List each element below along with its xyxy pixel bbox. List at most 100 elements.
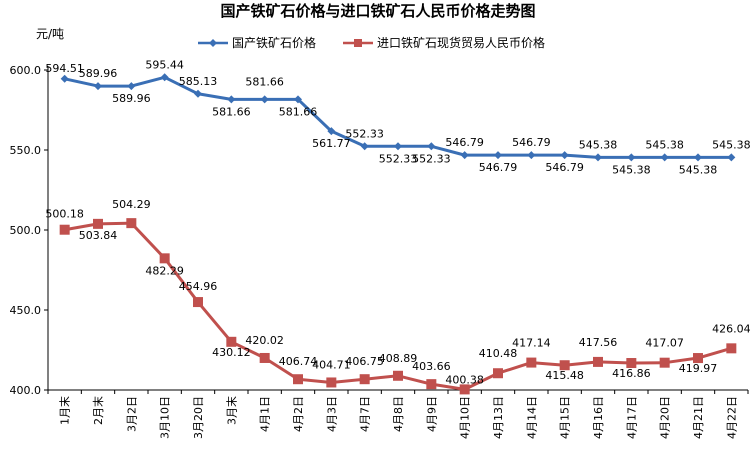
series-1-data-label: 417.07 xyxy=(645,337,684,350)
series-1-data-label: 400.38 xyxy=(445,373,484,386)
series-0-data-label: 545.38 xyxy=(579,138,618,151)
series-1-data-label: 406.75 xyxy=(345,355,384,368)
series-0-data-label: 546.79 xyxy=(512,136,551,149)
legend-item-domestic: 国产铁矿石价格 xyxy=(198,35,316,50)
x-tick-label: 4月21日 xyxy=(692,396,705,439)
series-1-data-label: 454.96 xyxy=(179,280,218,293)
series-1-point xyxy=(359,374,370,385)
series-0-segment xyxy=(429,144,467,157)
series-0-point xyxy=(460,151,469,160)
series-0-point xyxy=(660,153,669,162)
y-axis-unit: 元/吨 xyxy=(36,27,64,41)
series-0-point xyxy=(260,95,269,104)
series-0-data-label: 546.79 xyxy=(545,161,584,174)
series-1-data-label: 417.14 xyxy=(512,337,551,350)
series-1-segment xyxy=(196,300,233,344)
series-1-point xyxy=(59,224,70,235)
series-1-point xyxy=(693,353,703,364)
data-labels: 594.51589.96589.96595.44585.13581.66581.… xyxy=(45,58,750,386)
series-0-point xyxy=(227,95,236,104)
series-1-data-label: 419.97 xyxy=(679,362,718,375)
series-1-point xyxy=(259,352,270,363)
x-tick-label: 4月7日 xyxy=(359,396,372,432)
series-1-segment xyxy=(429,382,467,391)
series-0-point xyxy=(60,74,69,83)
series-1-data-label: 482.29 xyxy=(145,264,184,277)
axes: 400.0 450.0 500.0 550.0 600.0 1月末 2月末 3月2日 3月10日… xyxy=(10,64,749,439)
series-0-data-label: 594.51 xyxy=(45,62,84,75)
series-0-data-label: 545.38 xyxy=(679,163,718,176)
series-1-point xyxy=(326,377,337,388)
series-1-point xyxy=(193,297,203,308)
x-tick-label: 3月2日 xyxy=(125,396,138,432)
markers xyxy=(59,73,737,395)
series-1-segment xyxy=(229,340,267,360)
series-0-point xyxy=(94,82,102,91)
series-1-point xyxy=(493,368,503,379)
series-1-segment xyxy=(563,360,600,367)
y-tick-label: 400.0 xyxy=(10,384,42,397)
x-tick-label: 4月20日 xyxy=(659,396,672,439)
y-tick-label: 500.0 xyxy=(10,224,42,237)
series-1-point xyxy=(393,370,403,381)
legend-marker-square-icon xyxy=(354,39,362,47)
series-0-data-label: 581.66 xyxy=(212,105,251,118)
series-1-point xyxy=(526,357,537,368)
series-1-data-label: 500.18 xyxy=(45,208,84,221)
series-0-data-label: 545.38 xyxy=(612,163,651,176)
series-0-data-label: 552.33 xyxy=(379,152,418,165)
series-0-data-label: 595.44 xyxy=(145,58,184,71)
series-1-segment xyxy=(496,361,533,375)
series-1-segment xyxy=(696,346,733,360)
series-1-point xyxy=(93,218,103,229)
series-1-data-label: 430.12 xyxy=(212,346,251,359)
legend-label-domestic: 国产铁矿石价格 xyxy=(232,35,316,50)
series-0-data-label: 546.79 xyxy=(445,136,484,149)
series-0-segment xyxy=(329,129,367,148)
series-1-point xyxy=(293,374,303,385)
x-tick-label: 4月2日 xyxy=(292,396,305,432)
series-1-point xyxy=(159,253,170,264)
x-tick-label: 4月13日 xyxy=(492,396,505,439)
x-tick-label: 3月末 xyxy=(224,396,238,425)
x-tick-label: 4月16日 xyxy=(592,396,605,439)
series-0-point xyxy=(594,153,602,162)
series-0-point xyxy=(560,151,569,160)
series-1-segment xyxy=(329,377,367,384)
series-0-point xyxy=(627,153,636,162)
x-tick-label: 4月9日 xyxy=(425,396,438,432)
x-tick-label: 4月22日 xyxy=(725,396,738,439)
series-0-data-label: 546.79 xyxy=(479,161,518,174)
series-0-point xyxy=(394,142,402,151)
series-1-data-label: 417.56 xyxy=(579,336,618,349)
x-tick-label: 3月20日 xyxy=(192,396,205,439)
series-0-point xyxy=(727,153,736,162)
series-1-point xyxy=(559,360,570,371)
legend-item-import: 进口铁矿石现货贸易人民币价格 xyxy=(343,35,545,50)
series-0-segment xyxy=(129,75,167,88)
x-tick-label: 2月末 xyxy=(91,396,105,425)
series-0-segment xyxy=(563,153,600,159)
series-0-data-label: 561.77 xyxy=(312,137,351,150)
series-0-segment xyxy=(196,92,233,101)
series-0-data-label: 589.96 xyxy=(112,92,151,105)
series-1-segment xyxy=(529,361,567,367)
x-tick-label: 4月3日 xyxy=(325,396,338,432)
series-1-data-label: 410.48 xyxy=(479,347,518,360)
series-0-data-label: 552.33 xyxy=(412,152,451,165)
x-tick-label: 1月末 xyxy=(58,396,72,425)
series-1-point xyxy=(126,218,137,229)
x-tick-label: 4月14日 xyxy=(525,396,538,439)
series-1-segment xyxy=(596,360,633,365)
series-1-data-label: 426.04 xyxy=(712,322,751,335)
x-tick-label: 4月8日 xyxy=(392,396,405,432)
x-tick-label: 4月10日 xyxy=(459,396,472,439)
y-tick-label: 450.0 xyxy=(10,304,42,317)
series-1-segment xyxy=(263,356,300,381)
series-1-data-label: 420.02 xyxy=(245,334,284,347)
series-0-point xyxy=(494,151,502,160)
x-tick-label: 4月1日 xyxy=(259,396,272,432)
legend-marker-diamond-icon xyxy=(209,39,217,47)
series-0-point xyxy=(160,73,169,82)
